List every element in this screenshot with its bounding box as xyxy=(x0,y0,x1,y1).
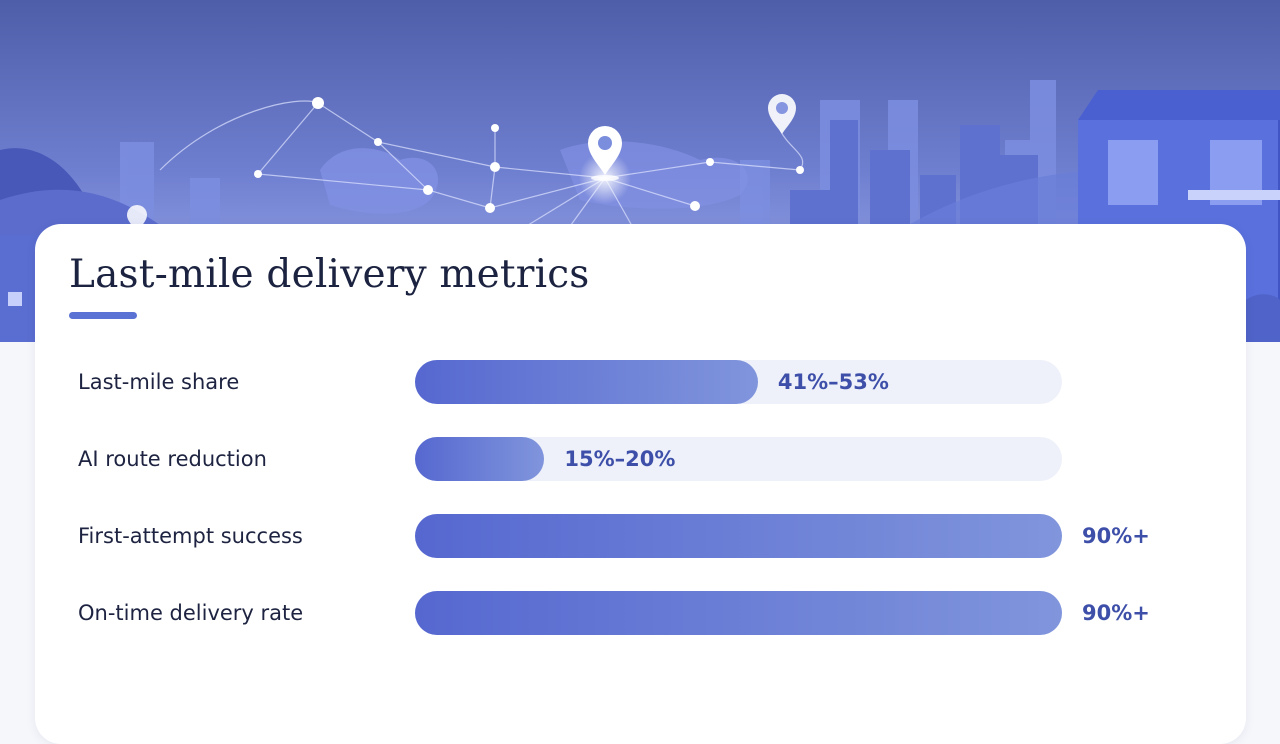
map-landmass xyxy=(320,148,439,214)
bar-track xyxy=(415,437,1062,481)
location-pin-icon xyxy=(588,126,622,181)
bar-track xyxy=(415,514,1062,558)
bar-row: First-attempt success 90%+ xyxy=(35,514,1246,558)
bar xyxy=(415,360,758,404)
value-label: 90%+ xyxy=(1082,524,1150,548)
title-accent-bar xyxy=(69,312,137,319)
bar-row: Last-mile share 41%–53% xyxy=(35,360,1246,404)
bar-track xyxy=(415,360,1062,404)
route-nodes xyxy=(254,97,804,213)
bar xyxy=(415,591,1062,635)
building-left xyxy=(0,235,40,342)
category-label: AI route reduction xyxy=(78,447,267,471)
location-pin-icon xyxy=(768,94,796,134)
category-label: First-attempt success xyxy=(78,524,303,548)
category-label: On-time delivery rate xyxy=(78,601,304,625)
value-label: 15%–20% xyxy=(564,447,676,471)
value-label: 90%+ xyxy=(1082,601,1150,625)
bar-track xyxy=(415,591,1062,635)
bar xyxy=(415,437,545,481)
category-label: Last-mile share xyxy=(78,370,240,394)
chart-title: Last-mile delivery metrics xyxy=(69,252,590,297)
value-label: 41%–53% xyxy=(777,370,889,394)
bar-row: On-time delivery rate 90%+ xyxy=(35,591,1246,635)
bar xyxy=(415,514,1062,558)
bar-row: AI route reduction 15%–20% xyxy=(35,437,1246,481)
metrics-card: Last-mile delivery metrics Last-mile sha… xyxy=(35,224,1246,744)
